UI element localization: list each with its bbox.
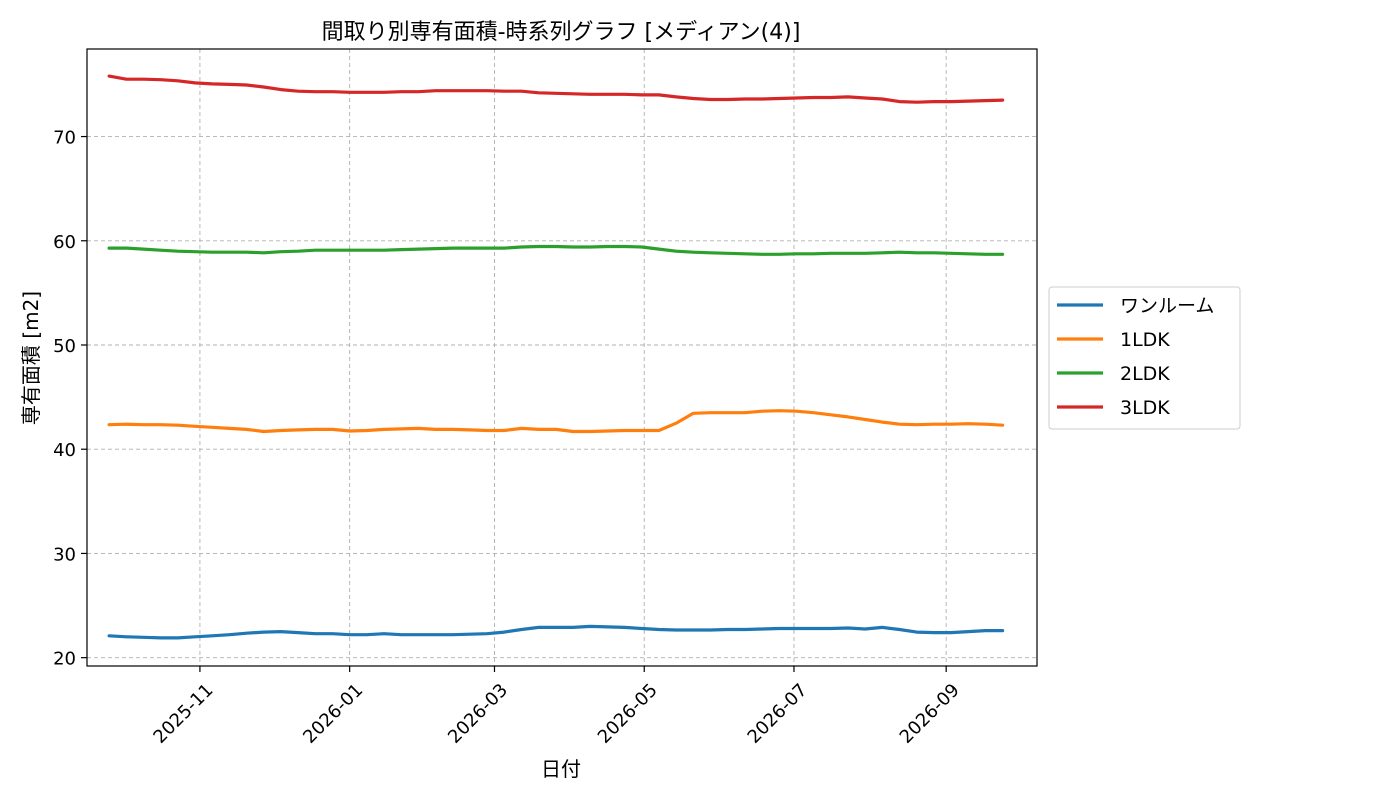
plot-frame xyxy=(86,48,1038,667)
y-tick-label: 40 xyxy=(53,440,76,461)
series-line-1 xyxy=(107,409,1005,434)
legend-box xyxy=(1048,286,1241,430)
y-tick-label: 20 xyxy=(53,649,76,670)
y-tick-label: 70 xyxy=(53,128,76,149)
series-line-3 xyxy=(107,74,1005,104)
grid-lines xyxy=(87,49,1037,666)
x-axis-label: 日付 xyxy=(541,757,581,781)
chart-title: 間取り別専有面積-時系列グラフ [メディアン(4)] xyxy=(322,20,801,45)
y-tick-label: 60 xyxy=(53,232,76,253)
series-line-0 xyxy=(107,624,1005,640)
legend: ワンルーム 1LDK 2LDK 3LDK xyxy=(1048,286,1241,430)
series-lines xyxy=(107,74,1005,640)
legend-label: ワンルーム xyxy=(1120,295,1214,317)
legend-label: 2LDK xyxy=(1120,363,1170,385)
y-tick-label: 50 xyxy=(53,336,76,357)
y-tick-label: 30 xyxy=(53,544,76,565)
legend-label: 3LDK xyxy=(1120,397,1170,419)
legend-label: 1LDK xyxy=(1120,329,1170,351)
y-axis-label: 専有面積 [m2] xyxy=(19,291,43,425)
series-line-2 xyxy=(107,244,1005,256)
